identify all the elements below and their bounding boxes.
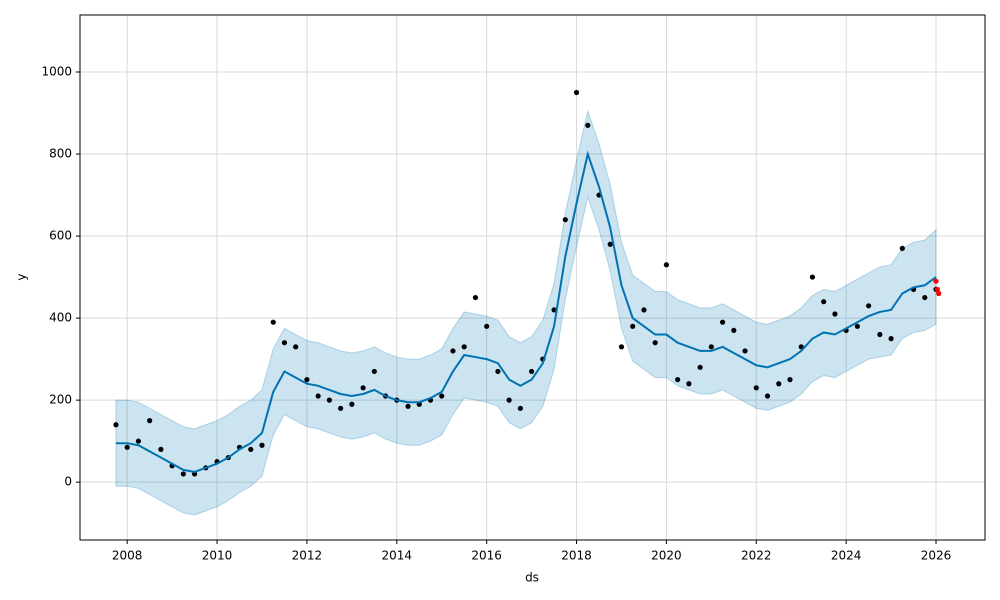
x-axis-label: ds <box>525 571 539 585</box>
data-point <box>821 299 827 305</box>
x-tick-label: 2020 <box>651 549 682 563</box>
data-point <box>529 368 535 375</box>
data-point <box>742 348 748 354</box>
data-point <box>304 377 310 383</box>
data-point <box>147 418 153 424</box>
data-point <box>933 278 939 284</box>
forecast-line <box>115 150 937 473</box>
x-tick-label: 2014 <box>382 549 413 563</box>
data-point <box>922 294 928 301</box>
axes-frame <box>79 14 986 541</box>
data-point <box>776 381 782 387</box>
data-point <box>787 377 793 383</box>
y-tick-label: 0 <box>64 475 72 489</box>
data-point <box>832 311 838 317</box>
data-point <box>270 319 276 325</box>
data-point <box>517 405 523 411</box>
y-tick-label: 600 <box>49 229 72 243</box>
data-point <box>484 323 490 329</box>
data-point <box>360 385 366 391</box>
data-point <box>675 377 681 383</box>
data-point <box>371 368 377 375</box>
data-point <box>936 290 942 297</box>
data-point <box>158 446 164 452</box>
data-point <box>124 444 130 450</box>
data-point <box>753 385 759 391</box>
data-point <box>652 340 658 346</box>
data-point <box>135 438 142 444</box>
data-point <box>562 217 568 223</box>
data-point <box>495 368 501 375</box>
data-point <box>439 393 445 399</box>
x-tick-label: 2022 <box>741 549 772 563</box>
data-point <box>472 294 479 301</box>
data-point <box>934 286 940 292</box>
data-point <box>461 344 467 350</box>
data-point <box>259 442 265 448</box>
data-point <box>573 89 580 96</box>
data-point <box>551 307 557 313</box>
x-tick-label: 2024 <box>831 549 862 563</box>
data-point <box>338 405 344 411</box>
data-point <box>506 397 512 403</box>
x-tick-label: 2012 <box>292 549 323 563</box>
data-point <box>899 245 905 251</box>
y-tick-label: 1000 <box>41 65 72 79</box>
x-tick-label: 2010 <box>202 549 233 563</box>
data-point <box>764 393 771 399</box>
y-tick-label: 400 <box>49 311 72 325</box>
data-point <box>450 348 456 354</box>
y-tick-label: 200 <box>49 393 72 407</box>
data-point <box>113 422 119 428</box>
data-point <box>809 274 816 280</box>
x-tick-label: 2026 <box>921 549 952 563</box>
data-point <box>866 303 872 309</box>
data-point <box>719 319 726 325</box>
data-point <box>315 393 321 399</box>
data-point <box>641 307 647 313</box>
y-tick-label: 800 <box>49 147 72 161</box>
data-point <box>686 381 692 387</box>
plot <box>113 89 942 516</box>
y-axis-label: y <box>15 273 29 280</box>
data-point <box>281 340 288 346</box>
data-point <box>405 403 411 409</box>
data-point <box>697 364 703 370</box>
data-point <box>326 397 332 403</box>
x-tick-label: 2008 <box>112 549 143 563</box>
x-tick-label: 2018 <box>561 549 592 563</box>
uncertainty-band <box>115 109 937 516</box>
data-point <box>630 323 636 329</box>
ticks: 2008 2010 2012 2014 2016 2018 2020 2022 2024 2026… <box>41 65 951 563</box>
data-point <box>607 241 613 247</box>
data-point <box>180 471 186 477</box>
data-point <box>731 327 737 334</box>
data-point <box>248 446 254 452</box>
data-point <box>663 262 670 268</box>
data-point <box>854 323 860 329</box>
data-point <box>708 344 714 350</box>
data-point <box>349 401 355 407</box>
data-point <box>888 336 894 342</box>
data-point <box>618 344 625 350</box>
data-point <box>293 344 299 350</box>
x-tick-label: 2016 <box>471 549 502 563</box>
data-point <box>877 331 883 338</box>
data-point <box>585 122 591 128</box>
